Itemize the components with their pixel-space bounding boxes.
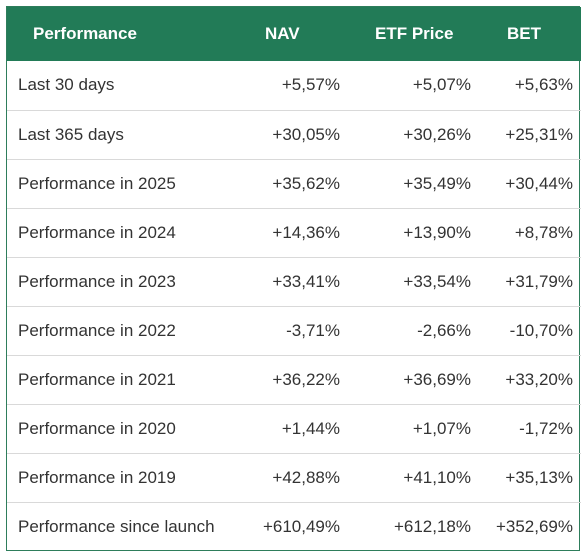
header-performance: Performance bbox=[33, 24, 137, 43]
header-bet: BET bbox=[507, 24, 541, 43]
row-label: Performance in 2019 bbox=[18, 467, 176, 487]
etf-price-value: +41,10% bbox=[403, 467, 471, 487]
nav-value: +42,88% bbox=[272, 467, 340, 487]
header-nav: NAV bbox=[265, 24, 300, 43]
header-row: Performance NAV ETF Price BET bbox=[7, 7, 581, 61]
row-label: Performance in 2023 bbox=[18, 271, 176, 291]
bet-value: +8,78% bbox=[514, 222, 573, 242]
performance-table-container: Performance NAV ETF Price BET Last 30 da… bbox=[6, 6, 581, 551]
nav-value: +30,05% bbox=[272, 124, 340, 144]
table-row: Last 30 days +5,57% +5,07% +5,63% bbox=[7, 61, 581, 110]
header-etf-price: ETF Price bbox=[375, 24, 454, 43]
etf-price-value: +612,18% bbox=[393, 516, 471, 536]
table-row: Last 365 days +30,05% +30,26% +25,31% bbox=[7, 110, 581, 159]
etf-price-value: +5,07% bbox=[412, 75, 471, 95]
bet-value: +35,13% bbox=[505, 467, 573, 487]
table-row: Performance in 2025 +35,62% +35,49% +30,… bbox=[7, 159, 581, 208]
etf-price-value: +30,26% bbox=[403, 124, 471, 144]
etf-price-value: +1,07% bbox=[412, 418, 471, 438]
etf-price-value: +36,69% bbox=[403, 369, 471, 389]
bet-value: +5,63% bbox=[514, 75, 573, 95]
bet-value: -10,70% bbox=[509, 320, 573, 340]
nav-value: +33,41% bbox=[272, 271, 340, 291]
row-label: Performance in 2022 bbox=[18, 320, 176, 340]
row-label: Performance since launch bbox=[18, 516, 215, 536]
bet-value: +33,20% bbox=[505, 369, 573, 389]
table-row: Performance in 2024 +14,36% +13,90% +8,7… bbox=[7, 208, 581, 257]
row-label: Performance in 2020 bbox=[18, 418, 176, 438]
nav-value: +5,57% bbox=[281, 75, 340, 95]
table-row: Performance since launch +610,49% +612,1… bbox=[7, 502, 581, 551]
bet-value: +31,79% bbox=[505, 271, 573, 291]
nav-value: +36,22% bbox=[272, 369, 340, 389]
table-row: Performance in 2023 +33,41% +33,54% +31,… bbox=[7, 257, 581, 306]
etf-price-value: -2,66% bbox=[417, 320, 471, 340]
table-row: Performance in 2021 +36,22% +36,69% +33,… bbox=[7, 355, 581, 404]
nav-value: +1,44% bbox=[281, 418, 340, 438]
bet-value: +30,44% bbox=[505, 173, 573, 193]
nav-value: -3,71% bbox=[286, 320, 340, 340]
nav-value: +610,49% bbox=[262, 516, 340, 536]
performance-table: Performance NAV ETF Price BET Last 30 da… bbox=[7, 7, 581, 551]
row-label: Last 30 days bbox=[18, 75, 115, 95]
bet-value: +25,31% bbox=[505, 124, 573, 144]
row-label: Performance in 2021 bbox=[18, 369, 176, 389]
table-row: Performance in 2022 -3,71% -2,66% -10,70… bbox=[7, 306, 581, 355]
nav-value: +35,62% bbox=[272, 173, 340, 193]
row-label: Performance in 2024 bbox=[18, 222, 176, 242]
etf-price-value: +35,49% bbox=[403, 173, 471, 193]
row-label: Last 365 days bbox=[18, 124, 124, 144]
etf-price-value: +13,90% bbox=[403, 222, 471, 242]
row-label: Performance in 2025 bbox=[18, 173, 176, 193]
bet-value: +352,69% bbox=[495, 516, 573, 536]
table-header: Performance NAV ETF Price BET bbox=[7, 7, 581, 61]
table-row: Performance in 2020 +1,44% +1,07% -1,72% bbox=[7, 404, 581, 453]
etf-price-value: +33,54% bbox=[403, 271, 471, 291]
table-row: Performance in 2019 +42,88% +41,10% +35,… bbox=[7, 453, 581, 502]
table-body: Last 30 days +5,57% +5,07% +5,63% Last 3… bbox=[7, 61, 581, 551]
bet-value: -1,72% bbox=[519, 418, 573, 438]
nav-value: +14,36% bbox=[272, 222, 340, 242]
